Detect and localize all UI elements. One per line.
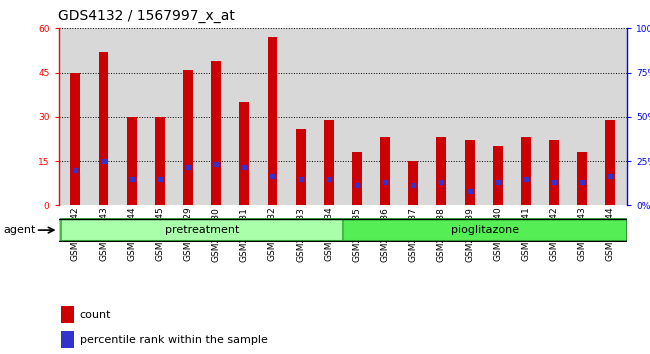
- Bar: [465, 141, 474, 205]
- Bar: [70, 73, 81, 205]
- Bar: [605, 120, 616, 205]
- Bar: [437, 137, 447, 205]
- Bar: [268, 37, 278, 205]
- Bar: [99, 52, 109, 205]
- Text: GDS4132 / 1567997_x_at: GDS4132 / 1567997_x_at: [58, 9, 235, 23]
- Text: pioglitazone: pioglitazone: [451, 225, 519, 235]
- Bar: [239, 102, 249, 205]
- Bar: [324, 120, 333, 205]
- Bar: [211, 61, 221, 205]
- Text: pretreatment: pretreatment: [165, 225, 239, 235]
- Text: percentile rank within the sample: percentile rank within the sample: [80, 335, 268, 344]
- Bar: [296, 129, 306, 205]
- Text: agent: agent: [3, 225, 36, 235]
- Text: count: count: [80, 310, 111, 320]
- Bar: [61, 306, 73, 323]
- Bar: [127, 117, 136, 205]
- Bar: [577, 152, 587, 205]
- Bar: [61, 219, 343, 241]
- Bar: [521, 137, 531, 205]
- Bar: [408, 161, 418, 205]
- Bar: [343, 219, 627, 241]
- Bar: [549, 141, 559, 205]
- Bar: [155, 117, 165, 205]
- Bar: [380, 137, 390, 205]
- Bar: [183, 70, 193, 205]
- Bar: [352, 152, 362, 205]
- Bar: [493, 146, 502, 205]
- Bar: [61, 331, 73, 348]
